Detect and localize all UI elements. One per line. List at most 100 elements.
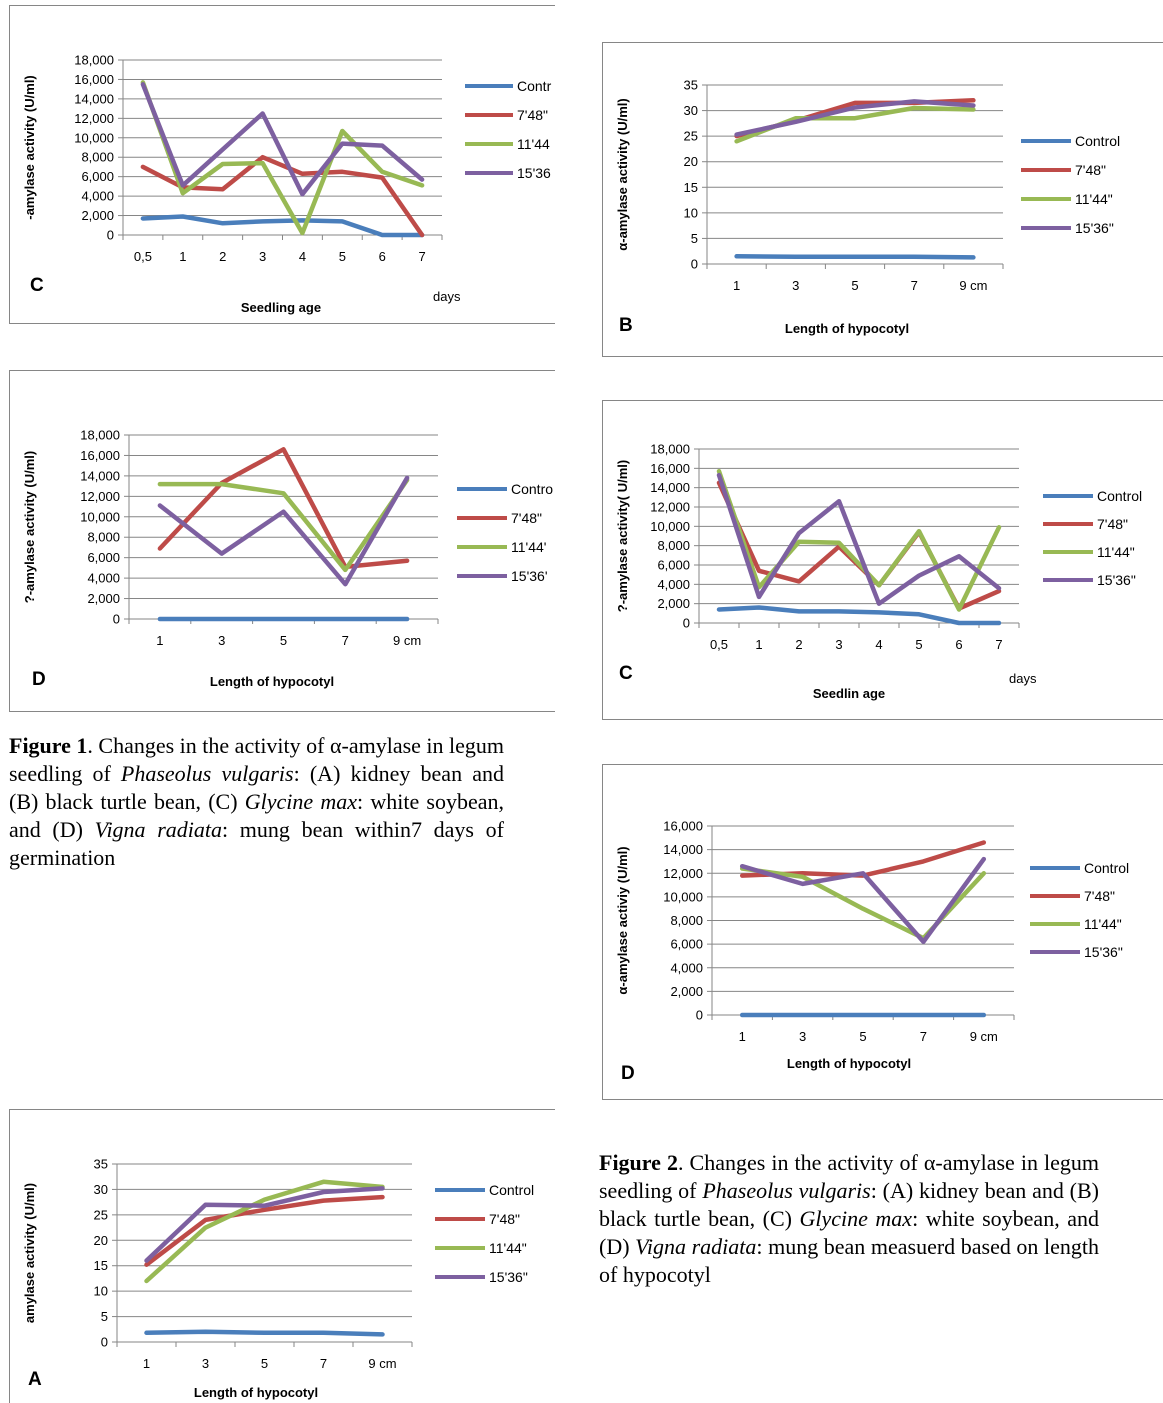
- panel-letter: A: [28, 1369, 42, 1390]
- legend-label: 15'36": [1075, 220, 1114, 236]
- y-tick-label: 20: [94, 1233, 108, 1248]
- legend-label: 7'48": [517, 107, 548, 123]
- y-tick-label: 14,000: [663, 842, 703, 857]
- panel-letter: C: [619, 663, 633, 684]
- legend-label: 15'36": [489, 1269, 528, 1285]
- y-tick-label: 0: [101, 1335, 108, 1350]
- x-tick-label: 9 cm: [393, 633, 421, 648]
- legend-label: Control: [1084, 860, 1129, 876]
- series-line: [140, 80, 425, 236]
- x-tick-label: 3: [835, 637, 842, 652]
- x-tick-label: 6: [379, 249, 386, 264]
- caption-italic: Vigna radiata: [94, 817, 223, 842]
- x-tick-label: 2: [795, 637, 802, 652]
- y-tick-label: 2,000: [81, 208, 114, 223]
- y-tick-label: 10,000: [650, 519, 690, 534]
- series-line: [144, 1329, 385, 1337]
- series-line: [157, 477, 410, 573]
- legend-label: 11'44": [1075, 191, 1113, 207]
- x-tick-label: 1: [739, 1029, 746, 1044]
- y-tick-label: 5: [101, 1309, 108, 1324]
- y-axis-title: α-amylase activity (U/ml): [615, 98, 630, 251]
- chart-panel-fig1-d: 0 2,000 4,000 6,000 8,000 10,000 12,000 14,000 1…: [9, 370, 555, 712]
- y-tick-label: 12,000: [74, 111, 114, 126]
- y-tick-label: 15: [94, 1258, 108, 1273]
- y-tick-label: 5: [691, 231, 698, 246]
- legend-label: 11'44": [1084, 916, 1122, 932]
- chart-panel-fig2-c: 0 2,000 4,000 6,000 8,000 10,000 12,000 14,000 1…: [602, 400, 1163, 720]
- x-tick-label: 7: [418, 249, 425, 264]
- caption-text: : mung bean within7 days of germination: [9, 817, 504, 870]
- caption-text: : white soybean, and (D): [9, 789, 504, 842]
- legend-label: 11'44': [511, 539, 546, 555]
- y-tick-label: 14,000: [74, 91, 114, 106]
- y-tick-label: 4,000: [87, 571, 120, 586]
- x-tick-label: 3: [202, 1356, 209, 1371]
- caption-italic: Phaseolus vulgaris: [702, 1178, 871, 1203]
- legend-label: 11'44": [1097, 544, 1135, 560]
- series-line: [140, 82, 425, 197]
- caption-text: : white soybean, and (D): [599, 1206, 1099, 1259]
- y-tick-label: 0: [696, 1008, 703, 1023]
- x-tick-label: 5: [261, 1356, 268, 1371]
- figure-2-caption: Figure 2. Changes in the activity of α-a…: [599, 1149, 1099, 1289]
- x-tick-label: 5: [851, 278, 858, 293]
- x-tick-label: 9 cm: [368, 1356, 396, 1371]
- series-line: [716, 468, 1002, 612]
- series-line: [157, 447, 410, 570]
- x-axis-title: Length of hypocotyl: [787, 1056, 911, 1071]
- y-tick-label: 2,000: [670, 984, 703, 999]
- legend-label: 7'48": [511, 510, 542, 526]
- legend-label: Control: [1075, 133, 1120, 149]
- legend-label: 7'48": [1075, 162, 1106, 178]
- x-axis-title: Length of hypocotyl: [194, 1385, 318, 1400]
- series-line: [716, 605, 1002, 626]
- y-tick-label: 30: [684, 103, 698, 118]
- x-tick-label: 1: [143, 1356, 150, 1371]
- series-line: [716, 472, 1002, 606]
- y-tick-label: 0: [683, 616, 690, 631]
- y-tick-label: 30: [94, 1182, 108, 1197]
- y-tick-label: 8,000: [657, 538, 690, 553]
- x-tick-label: 5: [915, 637, 922, 652]
- y-tick-label: 4,000: [657, 577, 690, 592]
- y-tick-label: 16,000: [74, 72, 114, 87]
- y-tick-label: 2,000: [657, 596, 690, 611]
- y-axis-title: -amylase activity (U/ml): [22, 75, 37, 220]
- y-tick-label: 25: [94, 1207, 108, 1222]
- y-tick-label: 12,000: [650, 500, 690, 515]
- legend-label: 15'36": [1097, 572, 1136, 588]
- x-tick-label: 7: [920, 1029, 927, 1044]
- figure-2-label: Figure 2: [599, 1150, 678, 1175]
- legend-label: Control: [1097, 488, 1142, 504]
- y-tick-label: 8,000: [81, 150, 114, 165]
- y-tick-label: 35: [684, 78, 698, 93]
- y-tick-label: 6,000: [81, 169, 114, 184]
- y-tick-label: 14,000: [650, 480, 690, 495]
- y-axis-title: ?-amylase activity( U/ml): [615, 460, 630, 612]
- y-tick-label: 6,000: [670, 937, 703, 952]
- y-tick-label: 15: [684, 180, 698, 195]
- y-tick-label: 35: [94, 1157, 108, 1172]
- x-tick-label: 1: [733, 278, 740, 293]
- x-tick-label: 1: [179, 249, 186, 264]
- y-tick-label: 10,000: [80, 509, 120, 524]
- legend-label: 7'48": [489, 1211, 520, 1227]
- x-tick-label: 4: [875, 637, 882, 652]
- caption-text: : mung bean measuerd based on length of …: [599, 1234, 1099, 1287]
- x-tick-label: 7: [911, 278, 918, 293]
- x-axis-title: Length of hypocotyl: [785, 321, 909, 336]
- chart-fig2-d: 0 2,000 4,000 6,000 8,000 10,000 12,000 14,000 1…: [615, 819, 1129, 1085]
- x-tick-label: 4: [299, 249, 306, 264]
- chart-panel-fig2-b: 0 5 10 15 20 25 30 35 1 3 5 7 9 cm α-amylase activity…: [602, 42, 1163, 357]
- legend-label: 15'36": [1084, 944, 1123, 960]
- x-tick-label: 3: [799, 1029, 806, 1044]
- y-tick-label: 25: [684, 129, 698, 144]
- x-axis-title: Seedlin age: [813, 686, 885, 701]
- series-line: [140, 214, 425, 238]
- chart-fig1-c: 0 2,000 4,000 6,000 8,000 10,000 12,000 14,000 1…: [22, 53, 552, 316]
- panel-letter: C: [30, 275, 44, 296]
- caption-italic: Phaseolus vulgaris: [120, 761, 294, 786]
- caption-text: . Changes in the activity of α-amylase i…: [9, 733, 505, 786]
